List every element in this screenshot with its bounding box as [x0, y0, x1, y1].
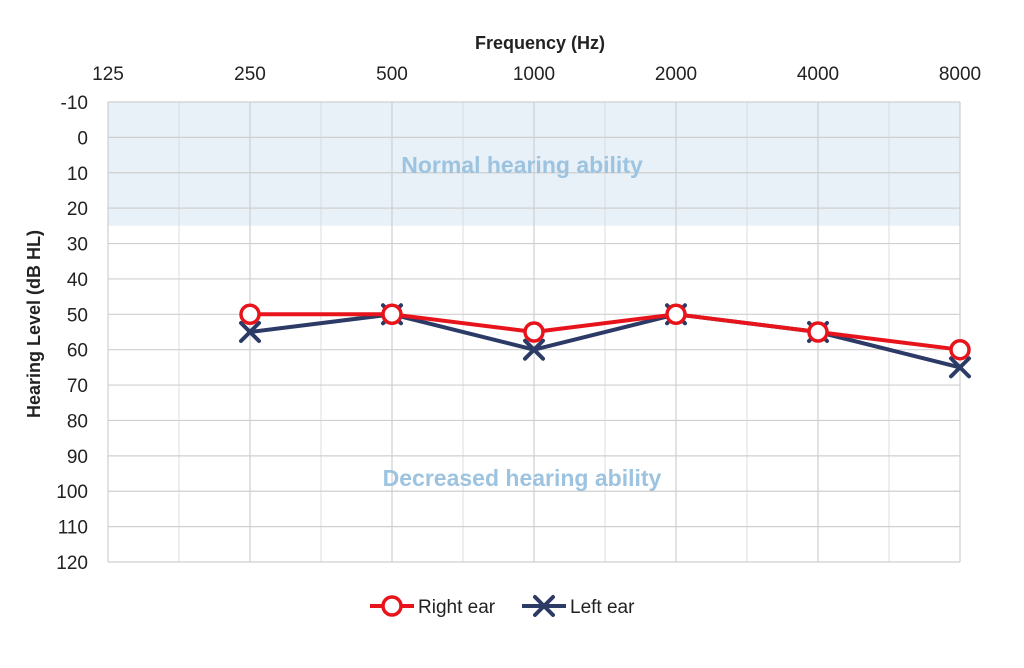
- y-axis-ticks: -10 0 10 20 30 40 50 60 70 80 90 100 110 120: [56, 93, 88, 574]
- x-tick-label: 125: [92, 64, 124, 85]
- legend-marker-left-ear: [533, 595, 555, 617]
- right-ear-point: [381, 303, 403, 326]
- right-ear-line: [250, 312, 961, 352]
- x-tick-label: 500: [376, 64, 408, 85]
- y-tick-label: 70: [67, 376, 88, 397]
- y-tick-label: 60: [67, 341, 88, 362]
- y-tick-label: 30: [67, 235, 88, 256]
- x-tick-label: 250: [234, 64, 266, 85]
- legend: Right ear Left ear: [370, 595, 635, 618]
- right-ear-point: [807, 321, 829, 343]
- x-tick-label: 2000: [655, 64, 697, 85]
- left-ear-point: [949, 356, 971, 379]
- x-axis-title: Frequency (Hz): [475, 33, 605, 53]
- y-tick-label: 100: [56, 482, 88, 503]
- region-label-decreased: Decreased hearing ability: [383, 465, 662, 491]
- y-tick-label: -10: [61, 93, 88, 114]
- left-ear-line: [249, 312, 961, 370]
- legend-label-right-ear: Right ear: [418, 597, 496, 618]
- right-ear-point: [665, 303, 687, 326]
- y-tick-label: 40: [67, 270, 88, 291]
- legend-label-left-ear: Left ear: [570, 597, 635, 618]
- region-label-normal: Normal hearing ability: [401, 152, 643, 178]
- y-tick-label: 110: [58, 518, 88, 539]
- y-tick-label: 120: [56, 553, 88, 574]
- right-ear-point: [239, 303, 261, 326]
- y-tick-label: 10: [67, 164, 88, 185]
- left-ear-point: [239, 321, 261, 343]
- x-tick-label: 4000: [797, 64, 839, 85]
- right-ear-point: [523, 321, 545, 343]
- y-tick-label: 80: [67, 411, 88, 432]
- data-series: [239, 303, 971, 379]
- y-axis-title: Hearing Level (dB HL): [24, 230, 44, 418]
- y-tick-label: 90: [67, 447, 88, 468]
- x-tick-label: 8000: [939, 64, 981, 85]
- legend-marker-right-ear: [381, 595, 403, 617]
- left-ear-point: [523, 338, 545, 361]
- right-ear-point: [949, 338, 971, 361]
- region-labels: Normal hearing ability Decreased hearing …: [383, 152, 662, 491]
- x-tick-label: 1000: [513, 64, 555, 85]
- y-tick-label: 0: [77, 128, 88, 149]
- y-tick-label: 50: [67, 305, 88, 326]
- x-axis-ticks: 125 250 500 1000 2000 4000 8000: [92, 64, 981, 85]
- y-tick-label: 20: [67, 199, 88, 220]
